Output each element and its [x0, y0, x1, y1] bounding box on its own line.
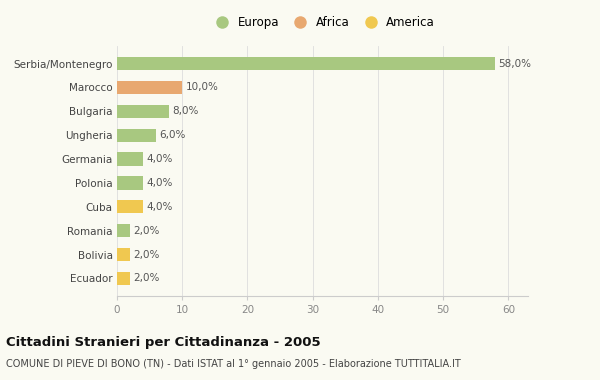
Text: 4,0%: 4,0% [146, 178, 173, 188]
Text: 58,0%: 58,0% [499, 59, 532, 68]
Text: 2,0%: 2,0% [133, 250, 160, 260]
Text: 10,0%: 10,0% [185, 82, 218, 92]
Bar [117, 224, 130, 237]
Bar [117, 248, 130, 261]
Text: 8,0%: 8,0% [172, 106, 199, 116]
Text: 6,0%: 6,0% [160, 130, 186, 140]
Bar [117, 200, 143, 214]
Text: COMUNE DI PIEVE DI BONO (TN) - Dati ISTAT al 1° gennaio 2005 - Elaborazione TUTT: COMUNE DI PIEVE DI BONO (TN) - Dati ISTA… [6, 359, 461, 369]
Bar [117, 81, 182, 94]
Bar [117, 128, 156, 142]
Bar [117, 152, 143, 166]
Legend: Europa, Africa, America: Europa, Africa, America [206, 11, 439, 34]
Text: 2,0%: 2,0% [133, 226, 160, 236]
Text: 4,0%: 4,0% [146, 154, 173, 164]
Bar [117, 105, 169, 118]
Bar [117, 176, 143, 190]
Bar [117, 272, 130, 285]
Text: 4,0%: 4,0% [146, 202, 173, 212]
Bar [117, 57, 496, 70]
Text: 2,0%: 2,0% [133, 274, 160, 283]
Text: Cittadini Stranieri per Cittadinanza - 2005: Cittadini Stranieri per Cittadinanza - 2… [6, 336, 320, 349]
